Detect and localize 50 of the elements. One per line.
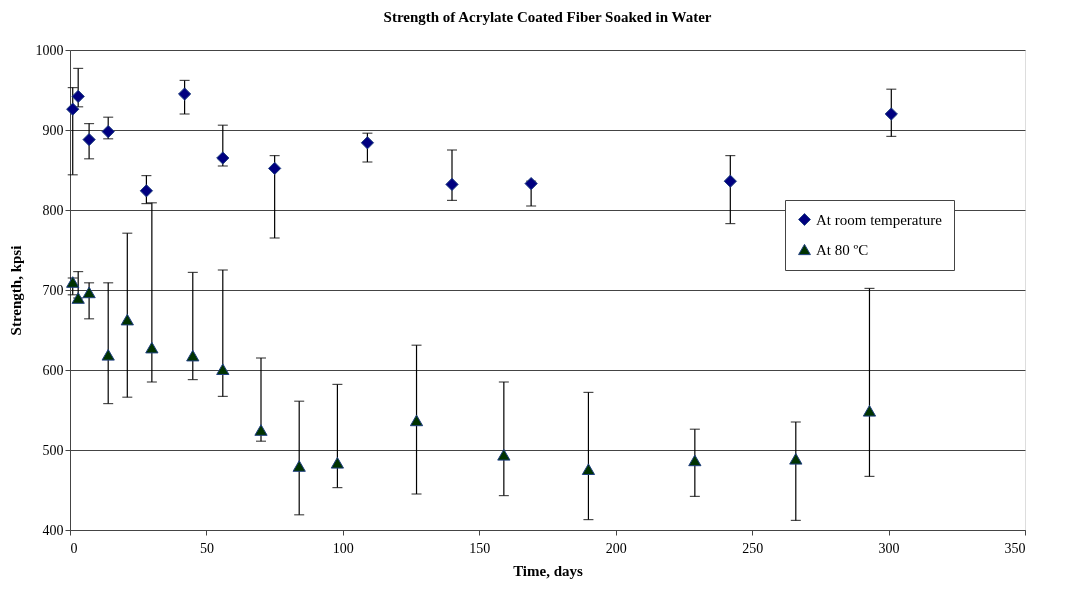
y-axis-title: Strength, kpsi — [7, 245, 24, 336]
point — [254, 424, 268, 436]
x-tick-label: 150 — [469, 540, 491, 556]
y-tick-label: 900 — [42, 122, 64, 138]
chart-title: Strength of Acrylate Coated Fiber Soaked in Water — [383, 9, 712, 25]
point — [145, 341, 159, 354]
point — [66, 276, 80, 288]
point — [216, 151, 230, 165]
point — [66, 102, 80, 116]
point — [723, 174, 737, 188]
point — [524, 176, 538, 191]
point — [884, 107, 898, 121]
point — [581, 463, 596, 475]
point — [292, 460, 306, 472]
point — [862, 405, 877, 417]
legend-label: At 80 ºC — [816, 241, 869, 258]
point — [101, 349, 115, 361]
point — [330, 457, 345, 469]
y-tick-label: 600 — [42, 362, 64, 378]
y-tick-label: 800 — [42, 202, 64, 218]
x-tick-label: 200 — [605, 540, 627, 556]
x-tick-label: 350 — [1004, 540, 1026, 556]
legend-label: At room temperature — [816, 211, 943, 228]
point — [139, 184, 154, 198]
point — [409, 414, 424, 427]
point — [268, 161, 282, 176]
point — [360, 136, 375, 150]
x-tick-label: 250 — [742, 540, 764, 556]
point — [497, 449, 511, 461]
point — [177, 87, 192, 101]
point — [71, 89, 85, 104]
point — [82, 132, 96, 147]
point — [186, 349, 200, 362]
y-tick-label: 400 — [42, 522, 64, 538]
point — [82, 286, 96, 299]
point — [120, 313, 134, 326]
y-tick-label: 700 — [42, 282, 64, 298]
point — [101, 124, 115, 139]
y-tick-label: 1000 — [35, 42, 64, 58]
point — [216, 363, 230, 375]
y-tick-label: 500 — [42, 442, 64, 458]
point — [445, 177, 459, 192]
point — [71, 292, 85, 304]
point — [688, 454, 702, 467]
x-tick-label: 300 — [878, 540, 900, 556]
point — [789, 453, 803, 465]
x-tick-label: 100 — [332, 540, 354, 556]
x-axis-title: Time, days — [513, 562, 584, 579]
x-tick-label: 0 — [70, 540, 78, 556]
x-tick-label: 50 — [199, 540, 214, 556]
